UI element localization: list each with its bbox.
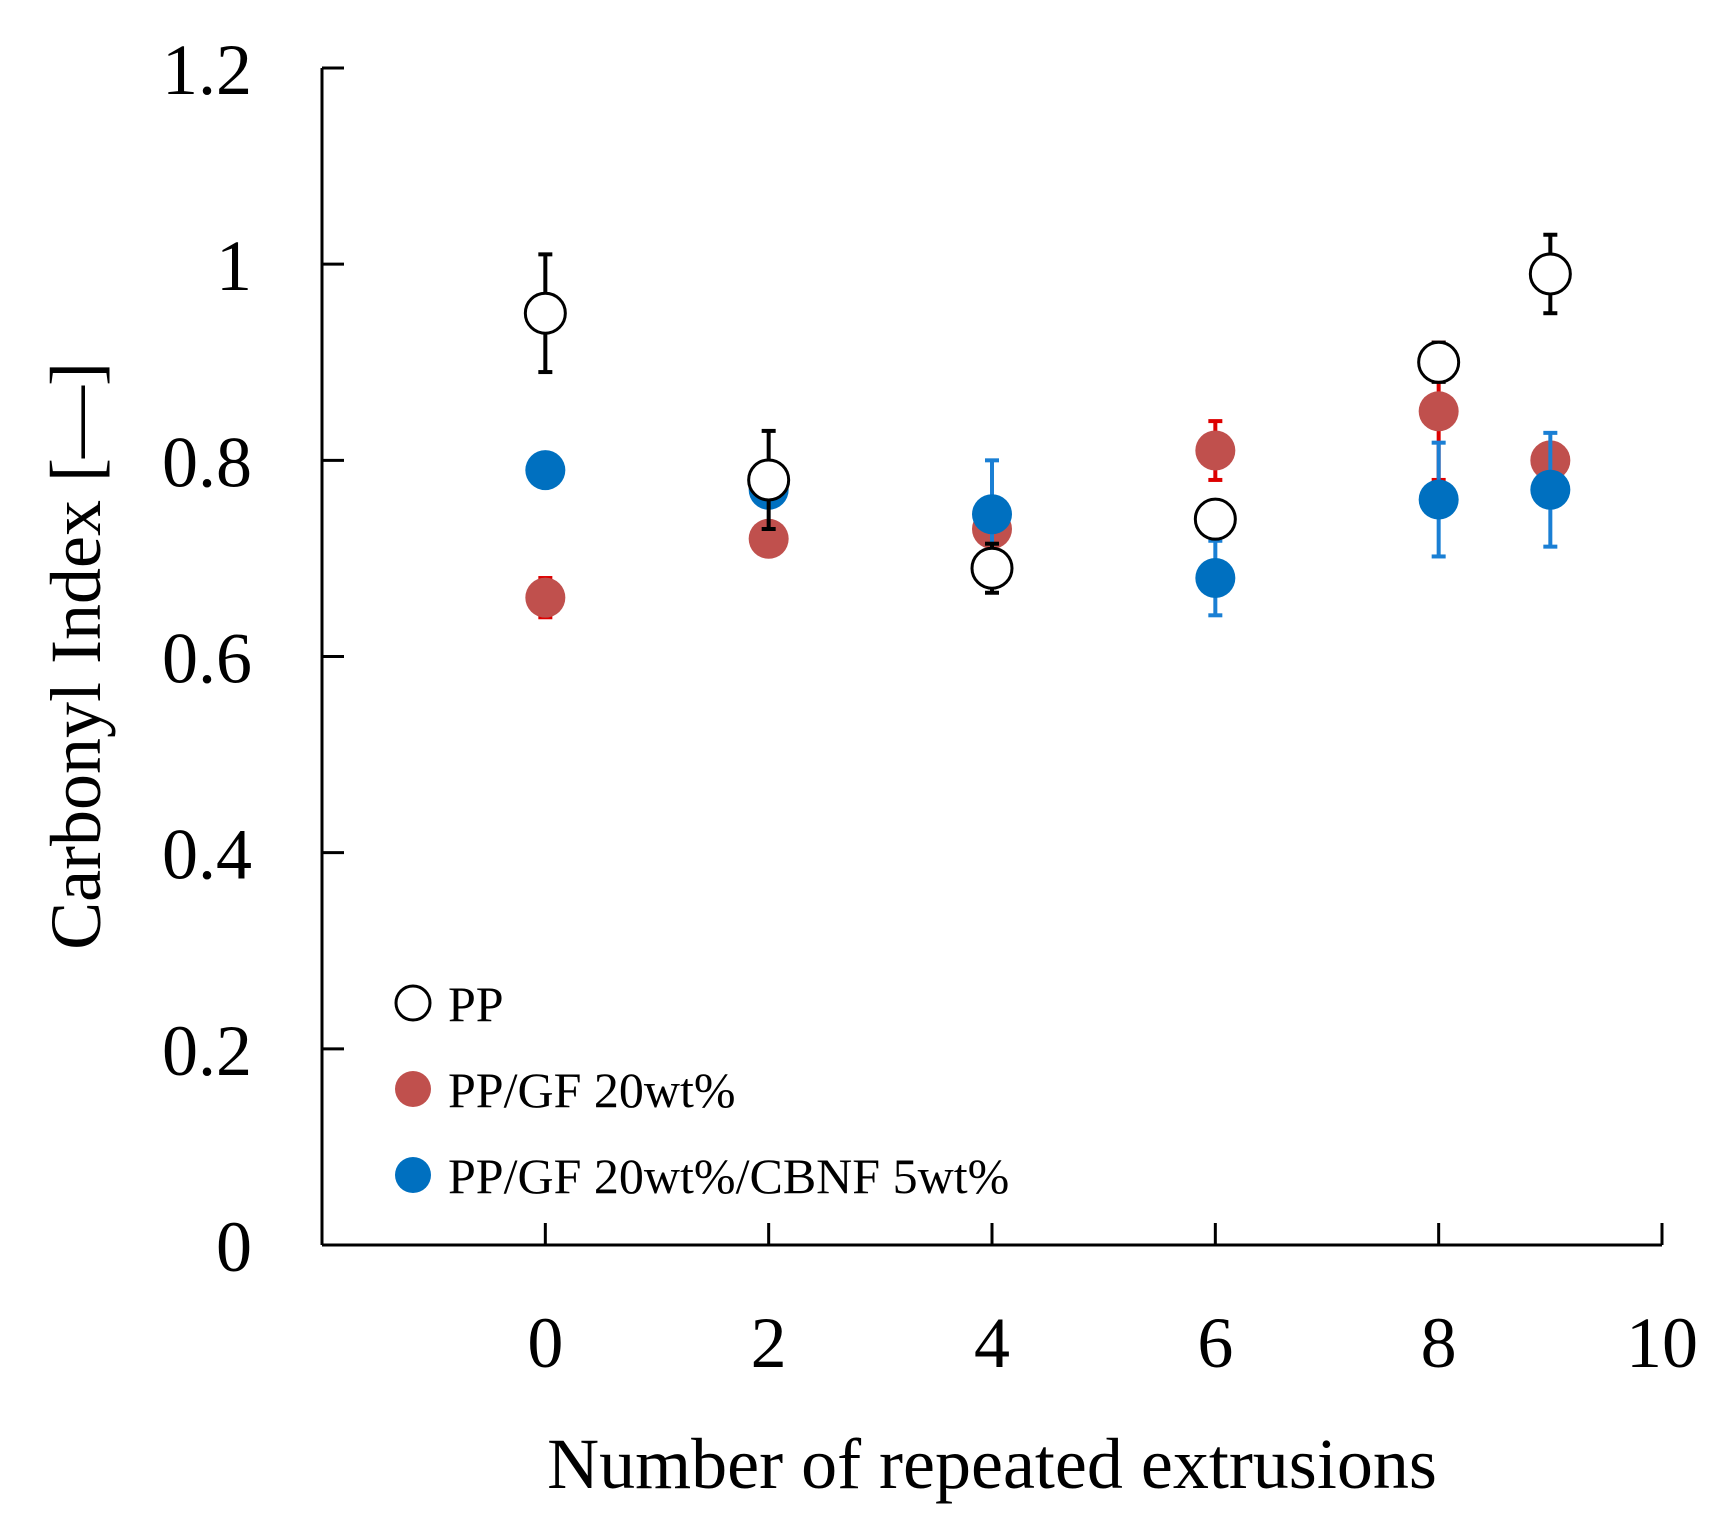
legend-marker: [394, 984, 432, 1022]
y-ticks: 0 0.2 0.4 0.6 0.8 1 1.2: [162, 30, 344, 1287]
y-tick-label: 0.6: [162, 619, 252, 699]
legend: PP PP/GF 20wt% PP/GF 20wt%/CBNF 5wt%: [394, 976, 1009, 1204]
y-axis-title: Carbonyl Index [—]: [36, 362, 116, 950]
data-point: [970, 546, 1014, 590]
x-tick-label: 8: [1421, 1303, 1457, 1383]
x-ticks: 0 2 4 6 8 10: [527, 1223, 1698, 1383]
y-tick-label: 0.8: [162, 422, 252, 502]
data-point: [1530, 469, 1571, 510]
data-point: [1195, 430, 1236, 471]
data-point: [1418, 391, 1459, 432]
legend-label: PP/GF 20wt%: [448, 1062, 736, 1118]
data-point: [525, 577, 566, 618]
x-tick-label: 6: [1197, 1303, 1233, 1383]
series-layer: [523, 232, 1572, 620]
legend-marker: [395, 1071, 431, 1107]
y-tick-label: 1.2: [162, 30, 252, 110]
y-tick-label: 0: [216, 1207, 252, 1287]
x-tick-label: 4: [974, 1303, 1010, 1383]
data-point: [525, 450, 566, 491]
data-point: [747, 458, 791, 502]
data-point: [1528, 252, 1572, 296]
legend-label: PP: [448, 976, 504, 1032]
legend-label: PP/GF 20wt%/CBNF 5wt%: [448, 1148, 1009, 1204]
data-point: [1418, 479, 1459, 520]
series-2: [525, 430, 1571, 618]
data-point: [1193, 497, 1237, 541]
x-tick-label: 0: [527, 1303, 563, 1383]
data-point: [1195, 558, 1236, 599]
data-point: [748, 518, 789, 559]
data-point: [1417, 340, 1461, 384]
y-tick-label: 0.2: [162, 1011, 252, 1091]
x-tick-label: 10: [1626, 1303, 1698, 1383]
x-tick-label: 2: [751, 1303, 787, 1383]
data-point: [972, 494, 1012, 535]
x-axis-title: Number of repeated extrusions: [547, 1424, 1437, 1504]
y-tick-label: 1: [216, 226, 252, 306]
legend-marker: [395, 1157, 431, 1193]
series-0: [523, 232, 1572, 595]
y-tick-label: 0.4: [162, 815, 252, 895]
data-point: [523, 291, 567, 335]
series-1: [525, 340, 1571, 620]
